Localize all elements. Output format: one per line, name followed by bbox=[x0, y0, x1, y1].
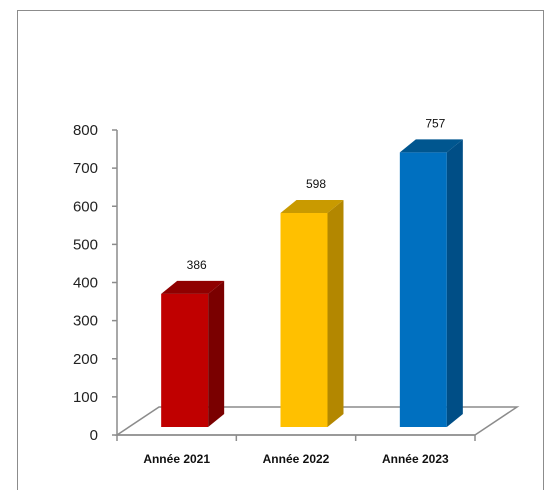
y-tick-label: 500 bbox=[73, 236, 98, 253]
bars bbox=[161, 139, 463, 428]
bar-side bbox=[208, 280, 225, 427]
bar-front bbox=[399, 152, 447, 428]
bar bbox=[161, 280, 225, 427]
y-axis: 0 100 200 300 400 500 600 700 800 bbox=[73, 122, 118, 444]
data-label: 598 bbox=[306, 177, 326, 191]
bar bbox=[399, 139, 463, 428]
bar-top bbox=[161, 280, 225, 294]
y-tick-label: 800 bbox=[73, 122, 98, 139]
x-axis: Année 2021 Année 2022 Année 2023 bbox=[116, 434, 476, 466]
bar-side bbox=[327, 200, 344, 427]
bar-front bbox=[280, 213, 328, 427]
x-category-label: Année 2023 bbox=[382, 452, 449, 466]
bar bbox=[280, 200, 344, 427]
y-tick-label: 600 bbox=[73, 198, 98, 215]
data-labels: 386 598 757 bbox=[187, 116, 446, 271]
y-tick-label: 400 bbox=[73, 275, 98, 292]
x-category-label: Année 2021 bbox=[143, 452, 210, 466]
y-tick-label: 0 bbox=[90, 427, 98, 444]
y-tick-label: 300 bbox=[73, 313, 98, 330]
data-label: 386 bbox=[187, 258, 207, 272]
bar-side bbox=[446, 139, 463, 428]
bar-top bbox=[280, 200, 344, 214]
bar-front bbox=[161, 293, 209, 427]
bar-top bbox=[399, 139, 463, 153]
y-tick-label: 200 bbox=[73, 351, 98, 368]
y-tick-label: 100 bbox=[73, 389, 98, 406]
y-tick-label: 700 bbox=[73, 160, 98, 177]
x-category-label: Année 2022 bbox=[263, 452, 330, 466]
data-label: 757 bbox=[425, 116, 445, 130]
